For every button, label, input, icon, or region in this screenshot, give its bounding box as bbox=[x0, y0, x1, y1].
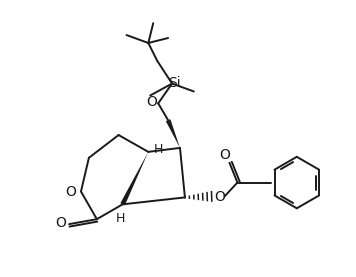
Polygon shape bbox=[166, 119, 180, 148]
Text: O: O bbox=[55, 216, 66, 230]
Text: O: O bbox=[66, 186, 77, 199]
Text: H: H bbox=[116, 212, 125, 225]
Text: O: O bbox=[219, 148, 230, 162]
Text: O: O bbox=[146, 95, 157, 109]
Text: Si: Si bbox=[168, 76, 180, 89]
Polygon shape bbox=[120, 152, 148, 206]
Text: O: O bbox=[214, 190, 225, 204]
Text: H: H bbox=[153, 143, 163, 157]
